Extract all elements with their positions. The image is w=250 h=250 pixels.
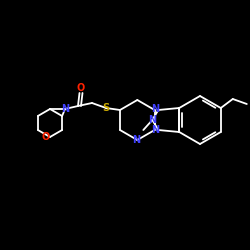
Text: N: N: [132, 135, 140, 145]
Text: O: O: [42, 132, 50, 142]
Text: N: N: [148, 115, 156, 125]
Text: N: N: [61, 104, 69, 114]
Text: O: O: [77, 83, 85, 93]
Text: N: N: [152, 104, 160, 114]
Text: N: N: [152, 125, 160, 135]
Text: S: S: [102, 103, 110, 113]
